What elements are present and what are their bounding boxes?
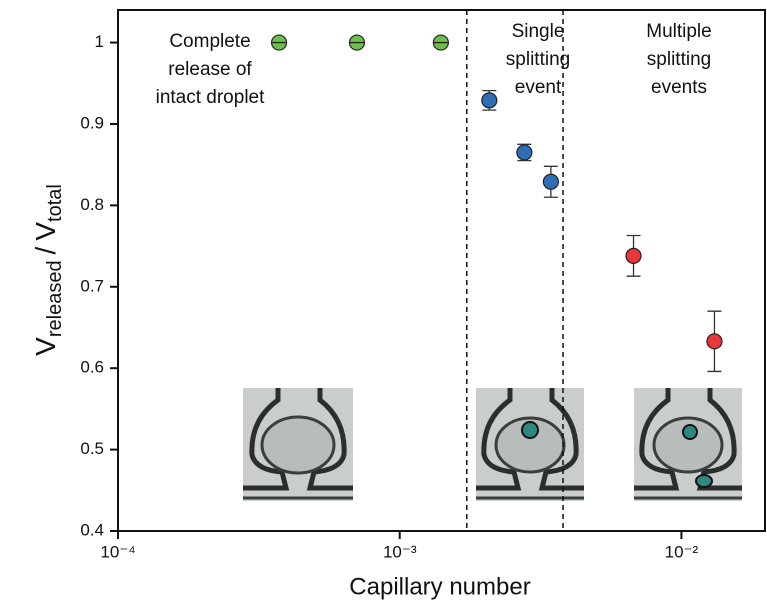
y-tick-label: 1: [95, 32, 104, 51]
x-axis-label: Capillary number: [349, 573, 530, 600]
x-tick-label: 10⁻²: [665, 542, 699, 561]
y-axis-label: Vreleased / Vtotal: [30, 184, 66, 356]
data-point: [482, 93, 497, 108]
annotation: Complete: [169, 31, 250, 52]
data-point: [707, 334, 722, 349]
data-point: [517, 145, 532, 160]
y-label-part: total: [44, 184, 66, 222]
annotation: intact droplet: [156, 87, 266, 108]
annotation: Multiple: [646, 21, 711, 42]
annotation: event: [515, 77, 562, 98]
y-label-part: released: [44, 260, 66, 337]
y-tick-label: 0.6: [80, 358, 104, 377]
annotation: splitting: [506, 49, 570, 70]
y-tick-label: 0.7: [80, 276, 104, 295]
annotation: Single: [512, 21, 565, 42]
y-tick-label: 0.5: [80, 439, 104, 458]
annotation: events: [651, 77, 707, 98]
y-tick-label: 0.8: [80, 195, 104, 214]
data-point: [543, 174, 558, 189]
inset-2: [476, 388, 584, 501]
inset-3: [634, 388, 742, 501]
x-tick-label: 10⁻³: [383, 542, 417, 561]
y-tick-label: 0.4: [80, 520, 104, 539]
y-label-part: /: [30, 246, 61, 254]
y-label-part: V: [30, 222, 61, 241]
chart: Capillary number Vreleased / Vtotal 0.4 0.5…: [0, 0, 767, 612]
inset-1: [243, 388, 353, 501]
y-tick-label: 0.9: [80, 113, 104, 132]
x-tick-label: 10⁻⁴: [100, 542, 135, 561]
annotation: release of: [168, 59, 252, 80]
data-point: [626, 248, 641, 263]
annotation: splitting: [647, 49, 711, 70]
y-label-part: V: [30, 337, 61, 356]
